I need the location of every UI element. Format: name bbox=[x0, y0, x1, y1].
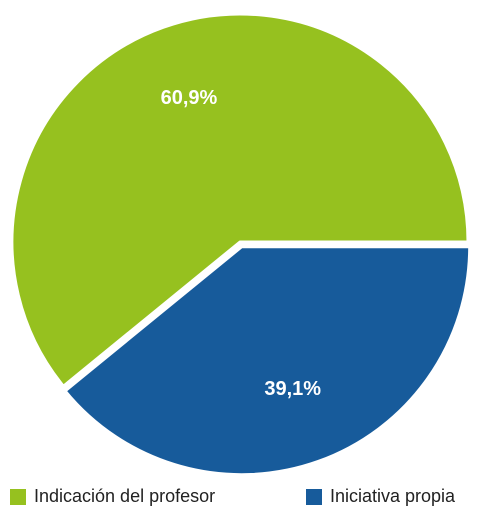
legend-label-iniciativa-propia: Iniciativa propia bbox=[330, 486, 456, 506]
legend-label-indicacion-del-profesor: Indicación del profesor bbox=[34, 486, 216, 506]
pie-label-iniciativa-propia: 39,1% bbox=[264, 378, 321, 400]
pie-slice-iniciativa-propia bbox=[63, 245, 472, 477]
pie-slices bbox=[10, 12, 472, 477]
pie-labels: 60,9% 39,1% bbox=[161, 87, 322, 400]
legend-item-iniciativa-propia: Iniciativa propia bbox=[306, 486, 455, 507]
pie-slice-indicacion-del-profesor bbox=[10, 12, 470, 388]
chart-legend: Indicación del profesor Iniciativa propi… bbox=[0, 480, 486, 510]
legend-swatch-iniciativa-propia bbox=[306, 488, 322, 505]
legend-item-indicacion-del-profesor: Indicación del profesor bbox=[10, 486, 215, 507]
legend-swatch-indicacion-del-profesor bbox=[10, 488, 26, 505]
pie-label-indicacion-del-profesor: 60,9% bbox=[161, 87, 218, 109]
